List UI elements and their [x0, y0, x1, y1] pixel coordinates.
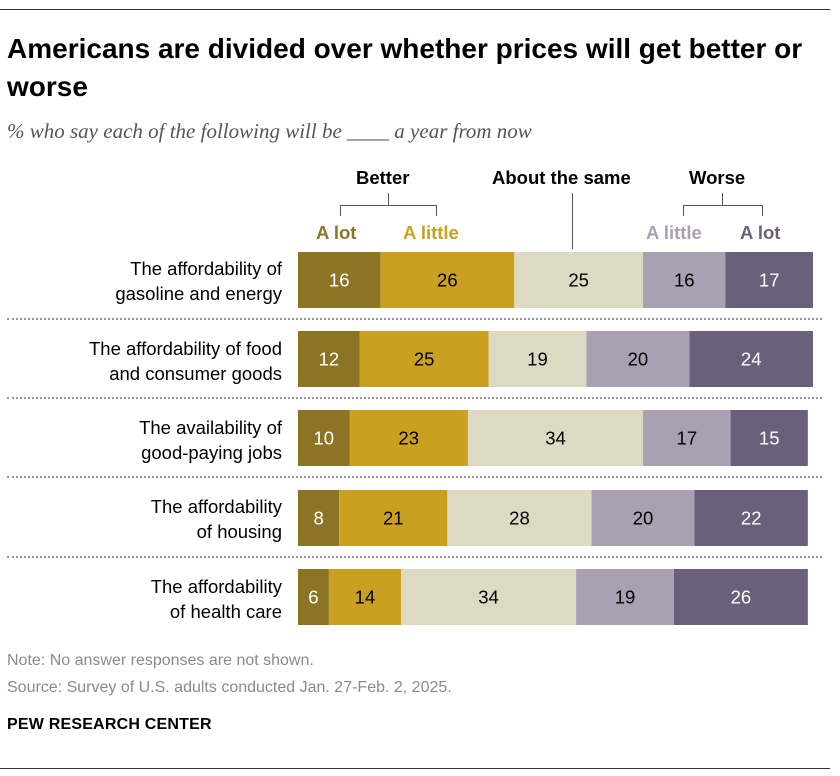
- bar-worse-a-little: [586, 331, 690, 387]
- bar-better-a-little: [359, 331, 489, 387]
- bar-value-label: 23: [398, 428, 419, 449]
- chart-title: Americans are divided over whether price…: [7, 33, 803, 102]
- row-label-food: The affordability of food and consumer go…: [88, 338, 282, 384]
- bar-worse-a-lot: [689, 331, 813, 387]
- bar-better-a-lot: [298, 331, 360, 387]
- chart-note: Note: No answer responses are not shown.: [7, 652, 314, 669]
- bar-value-label: 34: [478, 587, 499, 608]
- header-worse: Worse: [689, 167, 746, 188]
- row-divider: [7, 397, 822, 399]
- header-better: Better: [356, 167, 410, 188]
- bar-value-label: 15: [759, 428, 780, 449]
- bar-better-a-lot: [298, 410, 350, 466]
- bar-value-label: 8: [313, 508, 323, 529]
- better-bracket: [340, 205, 437, 216]
- bar-value-label: 17: [759, 270, 780, 291]
- row-label-health-care: The affordability of health care: [150, 576, 282, 622]
- bar-about-the-same: [514, 252, 644, 308]
- bar-better-a-little: [339, 490, 448, 546]
- bar-value-label: 20: [628, 349, 649, 370]
- bar-value-label: 14: [355, 587, 376, 608]
- bar-value-label: 17: [677, 428, 698, 449]
- bar-value-label: 26: [731, 587, 752, 608]
- bar-value-label: 21: [383, 508, 404, 529]
- row-label-jobs: The availability of good-paying jobs: [139, 417, 282, 463]
- worse-bracket-stem: [722, 193, 723, 205]
- legend-better-a-little: A little: [403, 222, 459, 243]
- chart-source: Source: Survey of U.S. adults conducted …: [7, 679, 452, 696]
- header-about-the-same: About the same: [492, 167, 631, 188]
- bar-worse-a-lot: [694, 490, 808, 546]
- bar-worse-a-little: [576, 569, 674, 625]
- row-label-gasoline: The affordability of gasoline and energy: [115, 258, 282, 304]
- bar-value-label: 25: [568, 270, 589, 291]
- bar-value-label: 6: [308, 587, 318, 608]
- row-label-housing: The affordability of housing: [150, 496, 282, 542]
- bottom-rule: [0, 768, 830, 769]
- bar-value-label: 16: [329, 270, 350, 291]
- bar-value-label: 28: [509, 508, 530, 529]
- better-bracket-stem: [388, 193, 389, 205]
- bar-value-label: 25: [414, 349, 435, 370]
- bar-about-the-same: [467, 410, 644, 466]
- bar-worse-a-lot: [725, 252, 813, 308]
- bar-value-label: 24: [741, 349, 762, 370]
- bar-value-label: 10: [313, 428, 334, 449]
- bar-value-label: 16: [674, 270, 695, 291]
- bar-better-a-lot: [298, 252, 381, 308]
- legend-better-a-lot: A lot: [316, 222, 357, 243]
- chart-subtitle: % who say each of the following will be …: [7, 119, 532, 143]
- bar-worse-a-little: [591, 490, 695, 546]
- bar-worse-a-little: [643, 410, 731, 466]
- bar-value-label: 20: [633, 508, 654, 529]
- org-logo-text: PEW RESEARCH CENTER: [7, 716, 212, 733]
- bar-about-the-same: [447, 490, 592, 546]
- worse-bracket: [683, 205, 763, 216]
- bar-better-a-lot: [298, 569, 329, 625]
- bar-value-label: 19: [527, 349, 548, 370]
- bar-worse-a-lot: [730, 410, 808, 466]
- bar-value-label: 22: [741, 508, 762, 529]
- bar-about-the-same: [488, 331, 587, 387]
- bar-better-a-little: [380, 252, 515, 308]
- bar-better-a-lot: [298, 490, 340, 546]
- bar-better-a-little: [349, 410, 468, 466]
- bar-value-label: 34: [545, 428, 566, 449]
- row-divider: [7, 476, 822, 478]
- bar-value-label: 26: [437, 270, 458, 291]
- same-leader-line: [572, 193, 573, 249]
- row-divider: [7, 556, 822, 558]
- bar-about-the-same: [401, 569, 577, 625]
- top-rule: [0, 9, 830, 10]
- bar-worse-a-lot: [673, 569, 808, 625]
- legend-worse-a-lot: A lot: [740, 222, 781, 243]
- bar-value-label: 19: [615, 587, 636, 608]
- bar-better-a-little: [328, 569, 401, 625]
- row-divider: [7, 318, 822, 320]
- legend-worse-a-little: A little: [646, 222, 702, 243]
- bar-value-label: 12: [319, 349, 340, 370]
- bar-worse-a-little: [643, 252, 726, 308]
